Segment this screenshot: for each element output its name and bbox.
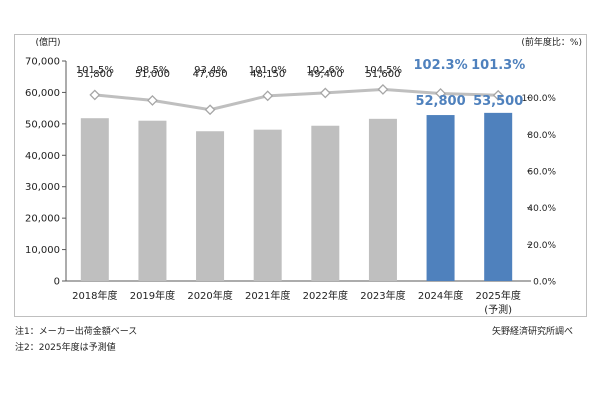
y-left-tick-label: 70,000 bbox=[25, 57, 60, 68]
bar bbox=[484, 112, 513, 281]
growth-value-label: 104.5% bbox=[364, 65, 402, 76]
bar bbox=[426, 115, 455, 281]
y-left-tick-label: 20,000 bbox=[25, 214, 60, 225]
growth-marker bbox=[435, 88, 446, 99]
bar-value-label: 51,000 bbox=[135, 69, 170, 80]
growth-value-label: 102.6% bbox=[306, 65, 344, 76]
footnote-2: 注2：2025年度は予測値 bbox=[15, 343, 116, 353]
bar-value-label: 47,650 bbox=[193, 69, 228, 80]
x-tick-sublabel: (予測) bbox=[484, 303, 512, 316]
bar-value-label: 52,800 bbox=[415, 94, 465, 109]
bar bbox=[368, 118, 397, 281]
y-right-axis-title: (前年度比：%) bbox=[521, 36, 582, 48]
bar-value-label: 51,600 bbox=[365, 69, 400, 80]
bar-value-label: 53,500 bbox=[473, 94, 523, 109]
growth-value-label: 101.5% bbox=[76, 65, 114, 76]
y-left-tick-label: 40,000 bbox=[25, 151, 60, 162]
x-tick-label: 2023年度 bbox=[360, 289, 405, 302]
y-right-tick-label: 0.0% bbox=[533, 278, 556, 288]
bar bbox=[138, 120, 167, 281]
bar-value-label: 51,800 bbox=[77, 69, 112, 80]
y-left-axis-title: (億円) bbox=[35, 36, 60, 48]
x-tick-label: 2025年度 bbox=[475, 289, 520, 302]
y-right-tick-label: 40.0% bbox=[527, 204, 556, 214]
bar-value-label: 49,400 bbox=[308, 69, 343, 80]
growth-marker bbox=[319, 87, 331, 99]
growth-marker bbox=[377, 83, 389, 95]
growth-value-label: 93.4% bbox=[194, 65, 226, 76]
growth-marker bbox=[492, 89, 504, 101]
bar bbox=[311, 125, 340, 281]
y-left-tick-label: 30,000 bbox=[25, 182, 60, 193]
y-right-tick-label: 60.0% bbox=[527, 168, 556, 178]
growth-marker bbox=[89, 89, 101, 101]
bar bbox=[196, 131, 225, 281]
growth-value-label: 101.3% bbox=[471, 58, 525, 73]
growth-marker bbox=[204, 104, 216, 116]
footnote-1: 注1：メーカー出荷金額ベース bbox=[15, 327, 138, 337]
growth-value-label: 102.3% bbox=[413, 58, 467, 73]
x-tick-label: 2022年度 bbox=[303, 289, 348, 302]
bar bbox=[253, 129, 282, 281]
growth-line bbox=[94, 87, 499, 112]
growth-value-label: 98.5% bbox=[137, 65, 169, 76]
y-left-tick-label: 60,000 bbox=[25, 88, 60, 99]
growth-marker bbox=[262, 90, 274, 102]
bar-value-label: 48,150 bbox=[250, 69, 285, 80]
growth-value-label: 101.0% bbox=[249, 65, 287, 76]
y-right-tick-label: 80.0% bbox=[527, 131, 556, 141]
growth-marker bbox=[147, 94, 158, 106]
bar bbox=[80, 118, 109, 281]
y-right-tick-label: 100.0% bbox=[522, 94, 557, 104]
y-right-tick-label: 20.0% bbox=[527, 241, 556, 251]
x-tick-label: 2018年度 bbox=[72, 289, 117, 302]
x-tick-label: 2021年度 bbox=[245, 289, 290, 302]
x-tick-label: 2020年度 bbox=[187, 289, 232, 302]
source-credit: 矢野経済研究所調べ bbox=[491, 327, 573, 337]
x-tick-label: 2024年度 bbox=[418, 289, 463, 302]
y-left-tick-label: 50,000 bbox=[25, 119, 60, 130]
chart-frame bbox=[14, 34, 587, 317]
y-left-tick-label: 10,000 bbox=[25, 245, 60, 256]
y-left-tick-label: 0 bbox=[54, 277, 60, 288]
x-tick-label: 2019年度 bbox=[130, 289, 175, 302]
